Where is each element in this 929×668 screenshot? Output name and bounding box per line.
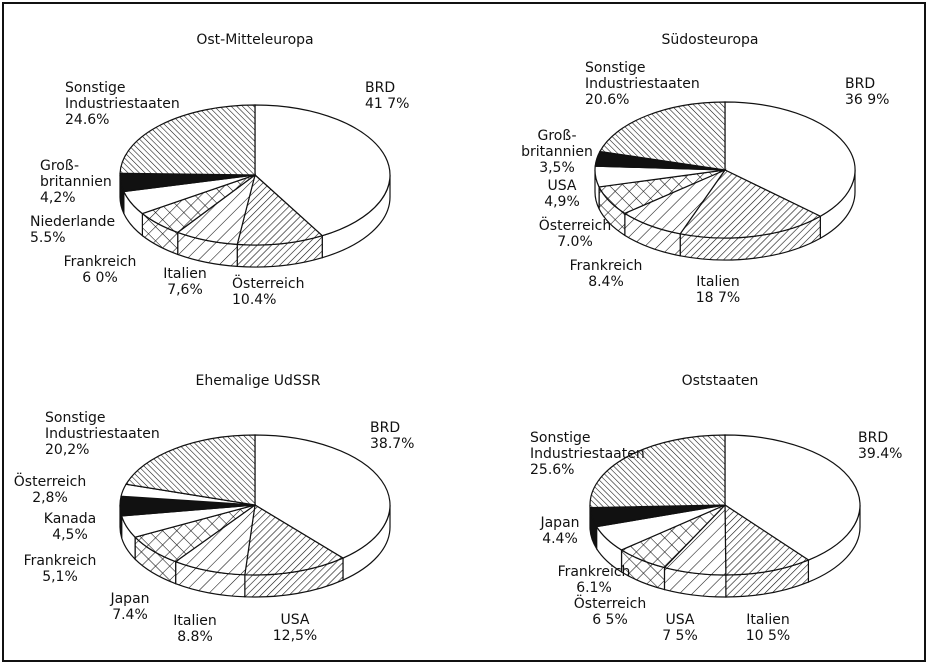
figure-border <box>2 2 926 662</box>
